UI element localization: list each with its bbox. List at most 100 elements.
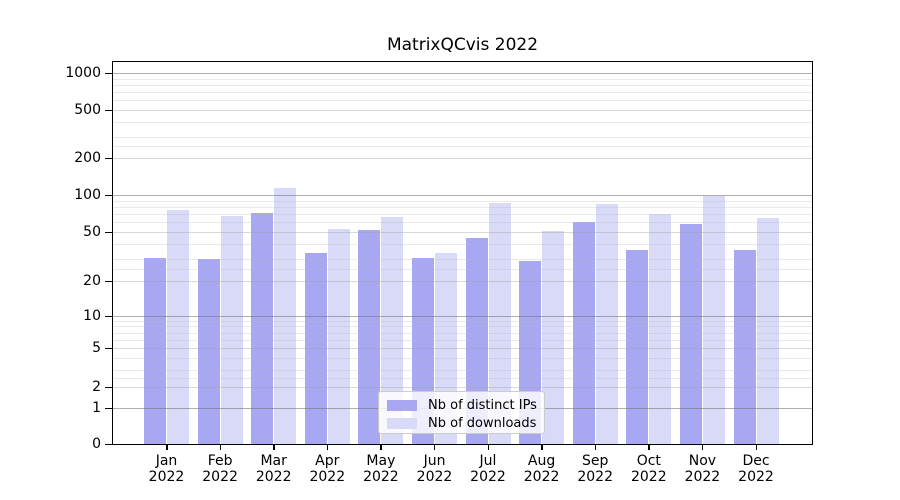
y-tick-label-500: 500 bbox=[74, 102, 101, 118]
x-tick-label-apr: Apr 2022 bbox=[309, 453, 346, 485]
gridline-700 bbox=[113, 92, 812, 93]
x-tick-label-mar: Mar 2022 bbox=[255, 453, 292, 485]
y-tick-500 bbox=[105, 109, 112, 111]
y-tick-200 bbox=[105, 157, 112, 159]
y-tick-20 bbox=[105, 280, 112, 282]
gridline-7 bbox=[113, 332, 812, 334]
bar-downloads-apr bbox=[327, 228, 350, 444]
bar-downloads-oct bbox=[649, 214, 672, 444]
bar-distinct-ips-nov bbox=[679, 224, 702, 444]
x-tick-label-sep: Sep 2022 bbox=[577, 453, 613, 485]
bar-downloads-jan bbox=[167, 210, 189, 444]
legend-item-downloads: Nb of downloads bbox=[387, 415, 536, 431]
gridline-25 bbox=[113, 269, 812, 271]
bar-distinct-ips-feb bbox=[197, 259, 220, 444]
bar-downloads-mar bbox=[274, 187, 297, 444]
y-tick-1000 bbox=[105, 72, 112, 74]
y-tick-label-50: 50 bbox=[83, 224, 101, 240]
bar-distinct-ips-may bbox=[358, 229, 381, 444]
gridline-900 bbox=[113, 78, 812, 80]
x-tick-label-feb: Feb 2022 bbox=[202, 453, 238, 485]
gridline-80 bbox=[113, 206, 812, 208]
y-tick-label-20: 20 bbox=[83, 273, 101, 289]
gridline-90 bbox=[113, 200, 812, 202]
x-tick-jul bbox=[487, 445, 490, 450]
x-tick-label-jul: Jul 2022 bbox=[470, 453, 506, 485]
y-tick-label-5: 5 bbox=[92, 340, 101, 356]
y-tick-100 bbox=[105, 194, 112, 196]
bar-distinct-ips-oct bbox=[626, 249, 649, 444]
gridline-4 bbox=[113, 357, 812, 359]
gridline-400 bbox=[113, 121, 812, 123]
gridline-60 bbox=[113, 222, 812, 224]
gridline-100 bbox=[113, 195, 812, 196]
x-tick-label-nov: Nov 2022 bbox=[684, 453, 721, 485]
x-tick-label-oct: Oct 2022 bbox=[630, 453, 667, 485]
legend-label-distinct-ips: Nb of distinct IPs bbox=[428, 397, 537, 413]
gridline-1000 bbox=[113, 73, 812, 74]
gridline-3 bbox=[113, 369, 812, 371]
y-tick-2 bbox=[105, 386, 112, 388]
y-tick-label-0: 0 bbox=[92, 436, 101, 452]
gridline-6 bbox=[113, 339, 812, 341]
gridline-9 bbox=[113, 320, 812, 322]
x-tick-nov bbox=[701, 445, 704, 450]
gridline-2.5 bbox=[113, 377, 812, 379]
chart-legend: Nb of distinct IPs Nb of downloads bbox=[378, 391, 545, 434]
legend-item-distinct-ips: Nb of distinct IPs bbox=[387, 397, 537, 413]
x-tick-mar bbox=[273, 445, 275, 450]
x-tick-aug bbox=[541, 445, 543, 450]
y-tick-label-1: 1 bbox=[92, 400, 101, 416]
y-tick-10 bbox=[105, 315, 112, 317]
gridline-600 bbox=[113, 100, 812, 102]
y-tick-label-1000: 1000 bbox=[65, 65, 101, 81]
legend-swatch-downloads bbox=[387, 417, 417, 429]
plot-area bbox=[112, 61, 813, 445]
bar-distinct-ips-jan bbox=[144, 257, 166, 444]
y-tick-label-10: 10 bbox=[83, 308, 101, 324]
gridline-5 bbox=[113, 348, 812, 349]
y-tick-5 bbox=[105, 347, 112, 349]
x-tick-feb bbox=[219, 445, 222, 450]
x-tick-may bbox=[380, 445, 382, 450]
x-tick-label-aug: Aug 2022 bbox=[523, 453, 560, 485]
x-tick-label-may: May 2022 bbox=[363, 453, 399, 485]
gridline-50 bbox=[113, 232, 812, 233]
x-tick-dec bbox=[755, 445, 757, 450]
gridline-200 bbox=[113, 158, 812, 159]
legend-label-downloads: Nb of downloads bbox=[428, 415, 537, 431]
bar-downloads-feb bbox=[220, 215, 243, 444]
y-tick-label-2: 2 bbox=[92, 379, 101, 395]
y-tick-50 bbox=[105, 231, 112, 233]
bar-downloads-jul bbox=[488, 203, 511, 444]
x-tick-jan bbox=[166, 445, 168, 450]
bar-distinct-ips-mar bbox=[251, 212, 274, 444]
bar-distinct-ips-sep bbox=[572, 222, 595, 444]
x-tick-label-jun: Jun 2022 bbox=[416, 453, 453, 485]
y-tick-1 bbox=[105, 407, 112, 409]
gridline-30 bbox=[113, 259, 812, 261]
gridline-10 bbox=[113, 316, 812, 317]
x-tick-label-dec: Dec 2022 bbox=[738, 453, 774, 485]
bar-downloads-nov bbox=[702, 196, 725, 444]
bar-downloads-aug bbox=[542, 230, 565, 444]
gridline-500 bbox=[113, 110, 812, 111]
gridline-2 bbox=[113, 387, 812, 388]
x-tick-oct bbox=[648, 445, 650, 450]
bar-distinct-ips-apr bbox=[304, 252, 327, 444]
chart-title: MatrixQCvis 2022 bbox=[386, 35, 539, 55]
y-tick-label-200: 200 bbox=[74, 150, 101, 166]
gridline-70 bbox=[113, 214, 812, 215]
x-tick-jun bbox=[433, 445, 436, 450]
gridline-8 bbox=[113, 326, 812, 328]
gridline-40 bbox=[113, 243, 812, 245]
gridline-250 bbox=[113, 146, 812, 148]
legend-swatch-distinct-ips bbox=[387, 399, 417, 411]
y-tick-label-100: 100 bbox=[74, 187, 101, 203]
x-tick-apr bbox=[326, 445, 329, 450]
y-tick-0 bbox=[105, 443, 112, 445]
bar-downloads-sep bbox=[595, 203, 618, 444]
x-tick-sep bbox=[594, 445, 597, 450]
gridline-20 bbox=[113, 281, 812, 282]
